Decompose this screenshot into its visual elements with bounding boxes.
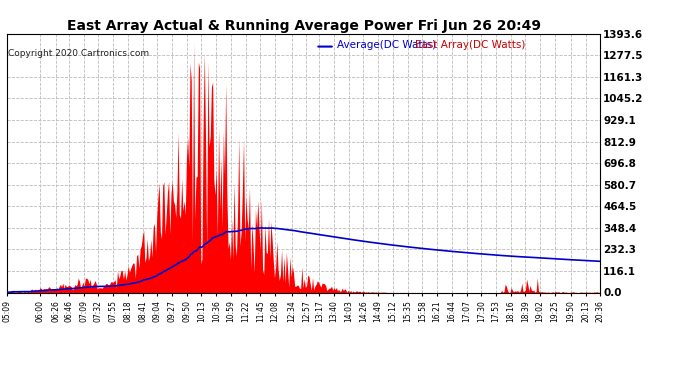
Text: East Array(DC Watts): East Array(DC Watts)	[415, 40, 525, 50]
Title: East Array Actual & Running Average Power Fri Jun 26 20:49: East Array Actual & Running Average Powe…	[67, 19, 540, 33]
Text: Copyright 2020 Cartronics.com: Copyright 2020 Cartronics.com	[8, 49, 149, 58]
Text: Average(DC Watts): Average(DC Watts)	[337, 40, 435, 50]
